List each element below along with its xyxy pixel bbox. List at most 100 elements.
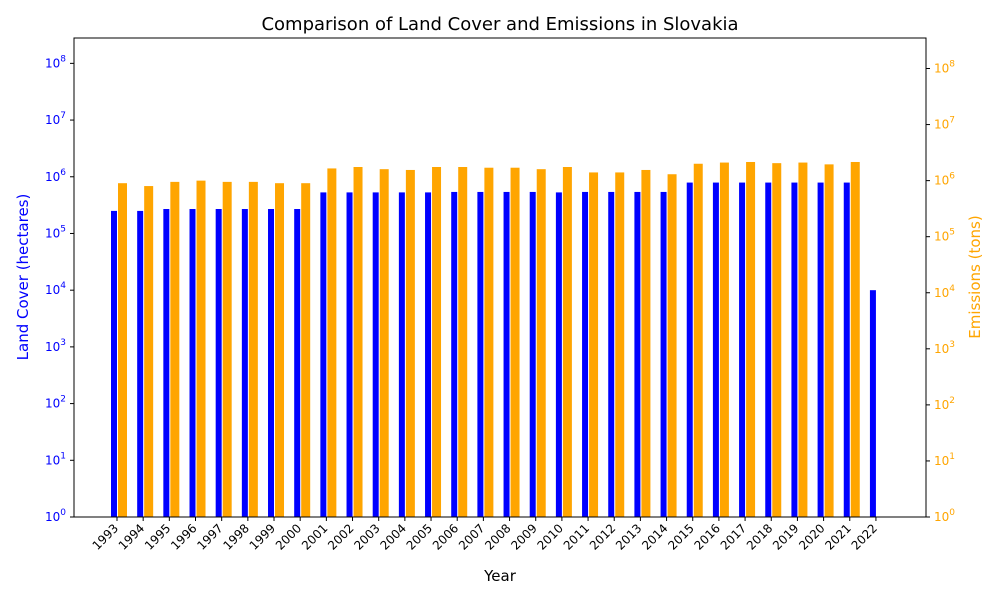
plot-frame (73, 37, 927, 518)
x-tick-label-2019: 2019 (770, 521, 801, 552)
emissions-bars (118, 161, 860, 518)
land-cover-bar-2002 (346, 192, 353, 517)
right-y-tick-label-4: 104 (934, 284, 955, 300)
right-y-tick-label-1: 101 (934, 452, 955, 468)
land-cover-bar-2019 (791, 182, 798, 517)
land-cover-bar-2015 (686, 182, 693, 517)
land-cover-bar-1997 (215, 209, 222, 517)
emissions-bar-2011 (589, 172, 599, 517)
x-tick-label-2002: 2002 (325, 521, 356, 552)
x-axis: 1993199419951996199719981999200020012002… (90, 517, 880, 553)
emissions-bar-2003 (379, 169, 389, 517)
right-y-axis-title: Emissions (tons) (966, 215, 984, 338)
land-cover-bar-2009 (529, 191, 536, 517)
emissions-bar-1996 (196, 180, 206, 517)
land-cover-bar-2006 (451, 191, 458, 517)
land-cover-bar-2000 (294, 209, 301, 517)
x-tick-label-1994: 1994 (116, 521, 147, 552)
x-tick-label-2021: 2021 (822, 521, 853, 552)
left-y-tick-label-5: 105 (45, 224, 66, 240)
emissions-bar-2005 (432, 167, 442, 517)
left-y-axis: 100 101 102 103 104 105 106 107 108 (45, 54, 74, 524)
land-cover-bar-1994 (137, 210, 144, 517)
right-y-tick-label-8: 108 (934, 60, 955, 76)
x-axis-title: Year (483, 567, 517, 585)
right-y-tick-label-5: 105 (934, 228, 955, 244)
land-cover-bar-2007 (477, 191, 484, 517)
land-cover-bar-2013 (634, 191, 641, 517)
land-cover-bar-2017 (739, 182, 746, 517)
land-cover-bar-2003 (372, 192, 379, 517)
right-y-tick-label-7: 107 (934, 116, 955, 132)
right-y-tick-label-3: 103 (934, 340, 955, 356)
x-tick-label-1995: 1995 (142, 521, 173, 552)
left-y-tick-label-7: 107 (45, 111, 66, 127)
land-cover-bar-1993 (111, 210, 117, 517)
x-tick-label-1998: 1998 (220, 521, 251, 552)
emissions-bar-2018 (772, 163, 782, 517)
left-y-tick-label-8: 108 (45, 54, 66, 70)
x-tick-label-2022: 2022 (849, 521, 880, 552)
x-tick-label-2009: 2009 (508, 521, 539, 552)
emissions-bar-2009 (536, 169, 546, 517)
land-cover-bar-2016 (712, 182, 719, 517)
land-cover-bar-2011 (582, 191, 589, 517)
x-tick-label-2006: 2006 (430, 521, 461, 552)
x-tick-label-1996: 1996 (168, 521, 199, 552)
left-y-tick-label-4: 104 (45, 281, 66, 297)
x-tick-label-2016: 2016 (692, 521, 723, 552)
land-cover-bar-2004 (398, 192, 405, 517)
x-tick-label-2000: 2000 (273, 521, 304, 552)
land-cover-bar-2012 (608, 191, 615, 517)
x-tick-label-1997: 1997 (194, 521, 225, 552)
x-tick-label-2015: 2015 (665, 521, 696, 552)
left-y-axis-title: Land Cover (hectares) (14, 194, 32, 361)
chart-title: Comparison of Land Cover and Emissions i… (261, 14, 738, 35)
land-cover-bar-2021 (843, 182, 850, 517)
left-y-tick-label-1: 101 (45, 451, 66, 467)
land-cover-bar-1995 (163, 209, 170, 517)
land-cover-bar-2018 (765, 182, 772, 517)
emissions-bar-2014 (667, 174, 677, 518)
emissions-bar-2008 (510, 167, 520, 517)
emissions-bar-2019 (798, 162, 808, 517)
emissions-bar-2010 (562, 167, 572, 517)
emissions-bar-2007 (484, 167, 494, 517)
land-cover-bar-2020 (817, 182, 824, 517)
land-cover-bar-1998 (241, 209, 248, 517)
x-tick-label-2008: 2008 (482, 521, 513, 552)
emissions-bar-1994 (144, 186, 154, 517)
right-y-axis: 100 101 102 103 104 105 106 107 108 (926, 60, 955, 524)
emissions-bar-1993 (118, 183, 127, 517)
x-tick-label-2018: 2018 (744, 521, 775, 552)
land-cover-bar-2008 (503, 191, 510, 517)
left-y-tick-label-6: 106 (45, 168, 66, 184)
emissions-bar-1997 (222, 181, 232, 517)
x-tick-label-2017: 2017 (718, 521, 749, 552)
emissions-bar-2002 (353, 167, 363, 517)
emissions-bar-2017 (746, 161, 756, 518)
emissions-bar-2015 (693, 163, 703, 517)
land-cover-bar-2022 (869, 290, 876, 517)
left-y-tick-label-2: 102 (45, 395, 66, 411)
x-tick-label-2001: 2001 (299, 521, 330, 552)
land-cover-bar-2010 (555, 192, 562, 517)
right-y-tick-label-2: 102 (934, 396, 955, 412)
x-tick-label-2005: 2005 (404, 521, 435, 552)
x-tick-label-1999: 1999 (247, 521, 278, 552)
emissions-bar-2012 (615, 172, 625, 517)
land-cover-bar-2005 (425, 192, 432, 517)
x-tick-label-2003: 2003 (351, 521, 382, 552)
emissions-bar-2001 (327, 168, 337, 517)
land-cover-bar-2001 (320, 192, 327, 517)
x-tick-label-1993: 1993 (90, 521, 121, 552)
emissions-bar-1998 (248, 181, 258, 517)
emissions-bar-1995 (170, 181, 180, 517)
x-tick-label-2011: 2011 (561, 521, 592, 552)
emissions-bar-2020 (824, 164, 834, 517)
emissions-bar-2004 (405, 169, 415, 517)
emissions-bar-2021 (850, 161, 860, 518)
x-tick-label-2010: 2010 (535, 521, 566, 552)
left-y-tick-label-0: 100 (45, 508, 66, 524)
